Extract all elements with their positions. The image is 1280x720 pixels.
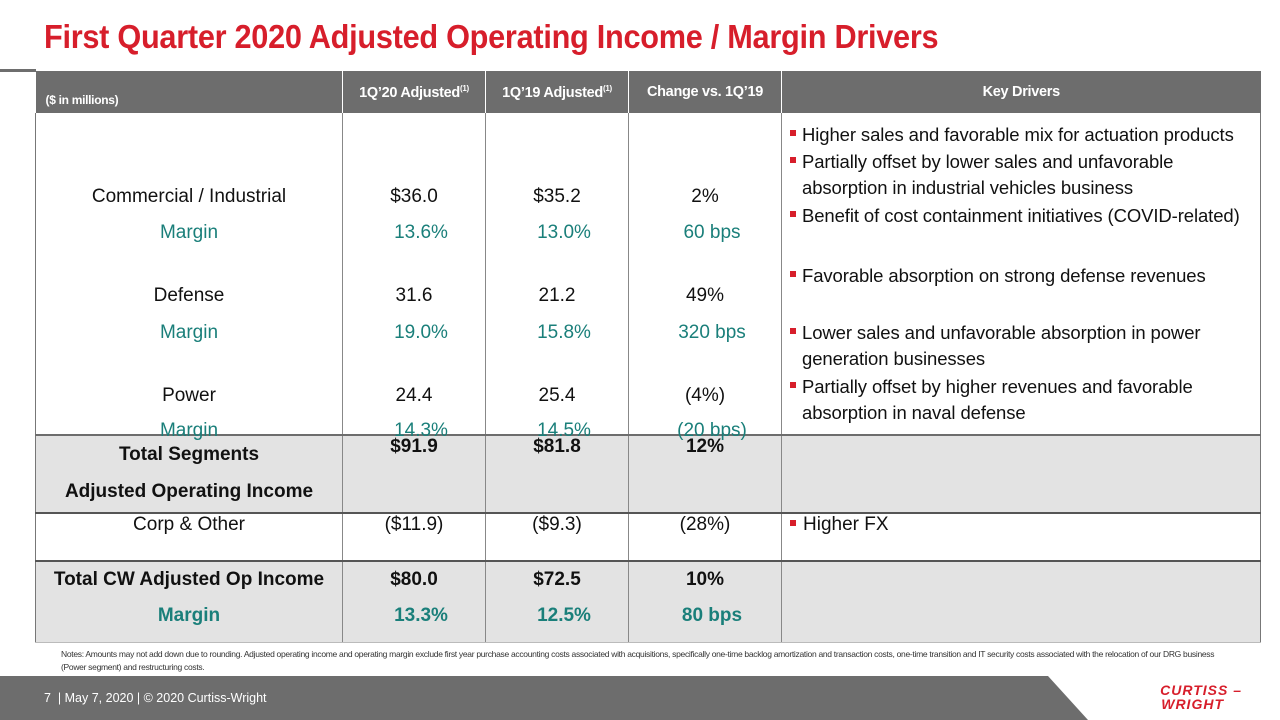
logo-panel: CURTISS – WRIGHT [1048,676,1280,720]
bullet-icon [790,130,796,136]
q20-margin: 19.0% [394,322,448,343]
q19-value: 25.4 [538,385,576,406]
segment-name: Defense [153,285,225,306]
header-1q20: 1Q’20 Adjusted(1) [342,71,486,113]
corp-other-driver: Higher FX [781,513,1261,561]
q20-values-cell: $36.0 13.6% 31.6 19.0% 24.4 14.3% [342,113,486,441]
footer-text: 7 | May 7, 2020 | © 2020 Curtiss-Wright [44,691,267,705]
segment-margin-label: Margin [159,322,219,343]
change-value: 49% [685,285,725,306]
segments-row: Commercial / Industrial Margin Defense M… [35,113,1261,441]
change-values-cell: 2% 60 bps 49% 320 bps (4%) (20 bps) [628,113,782,441]
driver-bullet: Higher sales and favorable mix for actua… [790,122,1256,148]
total-segments-q19: $81.8 [485,434,629,514]
segment-name: Commercial / Industrial [91,186,287,207]
segment-name: Power [162,385,216,406]
table-header-row: ($ in millions) 1Q’20 Adjusted(1) 1Q’19 … [35,71,1261,113]
change-margin: (20 bps) [677,420,747,441]
q19-value: 21.2 [538,285,576,306]
q19-margin: 15.8% [537,322,591,343]
q20-value: 24.4 [395,385,433,406]
corp-other-label: Corp & Other [35,513,343,561]
footnotes: Notes: Amounts may not add down due to r… [61,649,1215,672]
change-margin: 320 bps [678,322,746,343]
footer-bar: 7 | May 7, 2020 | © 2020 Curtiss-Wright … [0,676,1280,720]
q20-margin: 14.3% [394,420,448,441]
total-cw-row: Total CW Adjusted Op Income Margin $80.0… [35,560,1261,643]
total-cw-q19: $72.5 12.5% [485,560,629,643]
driver-bullet: Favorable absorption on strong defense r… [790,263,1256,289]
q19-value: $35.2 [533,186,581,207]
header-key-drivers: Key Drivers [781,71,1261,113]
bullet-icon [790,211,796,217]
change-value: 2% [691,186,719,207]
change-margin: 60 bps [683,222,741,243]
segment-names-cell: Commercial / Industrial Margin Defense M… [35,113,343,441]
corp-other-change: (28%) [628,513,782,561]
header-1q19: 1Q’19 Adjusted(1) [485,71,629,113]
total-segments-q20: $91.9 [342,434,486,514]
key-drivers-cell: Higher sales and favorable mix for actua… [781,113,1261,435]
page-title: First Quarter 2020 Adjusted Operating In… [44,18,939,55]
q20-value: $36.0 [390,186,438,207]
segment-margin-label: Margin [159,420,219,441]
title-divider [0,69,36,72]
q20-margin: 13.6% [394,222,448,243]
total-cw-label: Total CW Adjusted Op Income Margin [35,560,343,643]
corp-other-row: Corp & Other ($11.9) ($9.3) (28%) Higher… [35,513,1261,561]
bullet-icon [790,328,796,334]
total-segments-row: Total Segments Adjusted Operating Income… [35,434,1261,514]
bullet-icon [790,157,796,163]
driver-bullet: Partially offset by higher revenues and … [790,374,1256,426]
header-units: ($ in millions) [35,71,343,113]
margin-drivers-table: ($ in millions) 1Q’20 Adjusted(1) 1Q’19 … [35,71,1261,643]
q20-value: 31.6 [395,285,433,306]
q19-margin: 14.5% [537,420,591,441]
total-segments-label: Total Segments Adjusted Operating Income [35,434,343,514]
driver-bullet: Lower sales and unfavorable absorption i… [790,320,1256,372]
header-change: Change vs. 1Q’19 [628,71,782,113]
bullet-icon [790,520,796,526]
driver-bullet: Partially offset by lower sales and unfa… [790,149,1256,201]
bullet-icon [790,382,796,388]
q19-values-cell: $35.2 13.0% 21.2 15.8% 25.4 14.5% [485,113,629,441]
q19-margin: 13.0% [537,222,591,243]
corp-other-q19: ($9.3) [485,513,629,561]
total-segments-change: 12% [628,434,782,514]
corp-other-q20: ($11.9) [342,513,486,561]
company-logo: CURTISS – WRIGHT [1160,682,1242,712]
total-cw-change: 10% 80 bps [628,560,782,643]
change-value: (4%) [684,385,726,406]
total-cw-q20: $80.0 13.3% [342,560,486,643]
logo-background-shape [1048,676,1280,720]
total-segments-drivers [781,434,1261,514]
driver-bullet: Benefit of cost containment initiatives … [790,203,1256,229]
segment-margin-label: Margin [159,222,219,243]
bullet-icon [790,271,796,277]
total-cw-drivers [781,560,1261,643]
